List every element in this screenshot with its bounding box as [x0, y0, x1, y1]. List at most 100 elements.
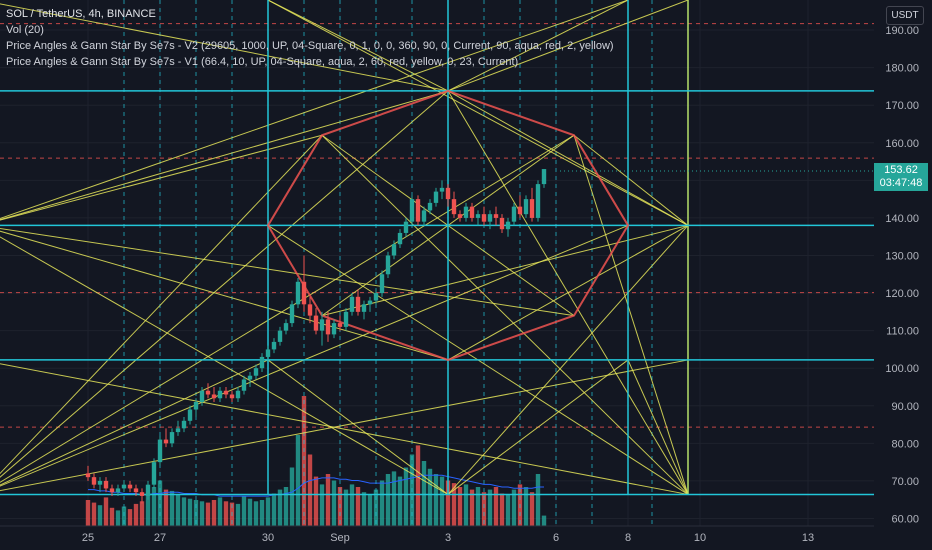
candle-body — [211, 394, 217, 399]
volume-bar — [139, 501, 145, 526]
gann-star-line — [267, 0, 449, 92]
gann-star-line — [0, 363, 689, 495]
gann-star-line — [0, 359, 269, 486]
candle-body — [115, 488, 121, 493]
volume-bar — [169, 490, 175, 526]
volume-bar — [241, 496, 247, 526]
volume-bar — [367, 494, 373, 526]
volume-bar — [451, 483, 457, 526]
time-tick-label: 10 — [694, 532, 706, 544]
time-tick-label: 30 — [262, 532, 274, 544]
grid-lines — [0, 0, 874, 526]
gann-star-line — [573, 134, 689, 226]
volume-bar — [475, 487, 481, 526]
price-tick-label: 180.00 — [885, 63, 919, 75]
volume-bar — [331, 480, 337, 526]
volume-bar — [115, 510, 121, 526]
candle-body — [169, 432, 175, 444]
volume-bar — [259, 500, 265, 526]
candle-body — [193, 402, 199, 410]
price-tick-label: 160.00 — [885, 138, 919, 150]
candle-body — [109, 488, 115, 493]
gann-star-line — [0, 90, 449, 221]
time-tick-label: 25 — [82, 532, 94, 544]
volume-bar — [283, 487, 289, 526]
time-tick-label: 13 — [802, 532, 814, 544]
volume-bar — [535, 474, 541, 526]
volume-bar — [355, 487, 361, 526]
candle-body — [415, 199, 421, 222]
candle-body — [259, 356, 265, 369]
candle-body — [337, 323, 343, 327]
volume-bar — [301, 396, 307, 526]
candle-body — [439, 187, 445, 192]
candle-body — [499, 217, 505, 230]
candle-body — [529, 199, 535, 218]
candle-body — [223, 390, 229, 395]
gann-star-line — [0, 90, 449, 478]
gann-star-line — [0, 0, 629, 220]
price-tick-label: 130.00 — [885, 250, 919, 262]
price-tick-label: 110.00 — [886, 326, 919, 338]
candle-body — [331, 323, 337, 335]
time-tick-label: 27 — [154, 532, 166, 544]
candle-body — [313, 315, 319, 331]
volume-bar — [289, 467, 295, 526]
candle-body — [421, 210, 427, 222]
candlesticks — [85, 169, 547, 504]
candle-body — [271, 341, 277, 350]
volume-bar — [529, 492, 535, 526]
volume-bar — [541, 515, 547, 526]
price-tick-label: 60.00 — [891, 513, 919, 525]
gann-v2-indicator-label[interactable]: Price Angles & Gann Star By Se7s - V2 (2… — [6, 40, 614, 52]
gann-star-line — [0, 134, 575, 483]
symbol-title[interactable]: SOL / TetherUS, 4h, BINANCE — [6, 8, 156, 20]
candle-body — [265, 349, 271, 357]
price-tick-label: 120.00 — [885, 288, 919, 300]
volume-bar — [85, 500, 91, 526]
volume-bar — [493, 487, 499, 526]
candle-body — [427, 202, 433, 211]
volume-bar — [277, 489, 283, 526]
candle-body — [391, 244, 397, 256]
gann-star-line — [627, 359, 689, 495]
volume-bar — [307, 454, 313, 526]
candle-body — [181, 420, 187, 429]
candle-body — [361, 304, 367, 312]
candle-body — [277, 330, 283, 342]
volume-bar — [433, 474, 439, 526]
volume-bar — [121, 506, 127, 526]
candle-body — [199, 390, 205, 403]
gann-star-line — [0, 134, 323, 475]
volume-indicator-label[interactable]: Vol (20) — [6, 24, 44, 36]
candle-body — [523, 199, 529, 215]
volume-bar — [253, 501, 259, 526]
gann-star-line — [447, 90, 689, 226]
volume-bar — [505, 494, 511, 526]
currency-button[interactable]: USDT — [886, 6, 924, 25]
time-tick-label: 8 — [625, 532, 631, 544]
candle-body — [289, 304, 295, 324]
candle-body — [325, 319, 331, 335]
volume-bar — [223, 501, 229, 526]
candle-body — [229, 394, 235, 399]
candle-body — [163, 439, 169, 444]
candle-body — [445, 187, 451, 200]
volume-bar — [499, 493, 505, 526]
gann-v1-indicator-label[interactable]: Price Angles & Gann Star By Se7s - V1 (6… — [6, 56, 519, 68]
candle-body — [157, 439, 163, 463]
price-axis[interactable]: 60.00 70.00 80.00 90.00 100.00 110.00 120.00 13… — [874, 0, 932, 550]
gann-star-line — [321, 134, 689, 495]
candle-body — [307, 304, 313, 316]
candle-body — [217, 390, 223, 399]
volume-bar — [481, 492, 487, 526]
candle-body — [373, 293, 379, 301]
volume-bar — [391, 471, 397, 526]
time-axis[interactable]: 25 27 30 Sep 3 6 8 10 13 — [0, 525, 874, 550]
time-axis-bg — [0, 526, 874, 550]
bar-countdown: 03:47:48 — [879, 177, 923, 189]
candle-body — [355, 296, 361, 312]
volume-bar — [487, 489, 493, 526]
candle-body — [367, 300, 373, 305]
